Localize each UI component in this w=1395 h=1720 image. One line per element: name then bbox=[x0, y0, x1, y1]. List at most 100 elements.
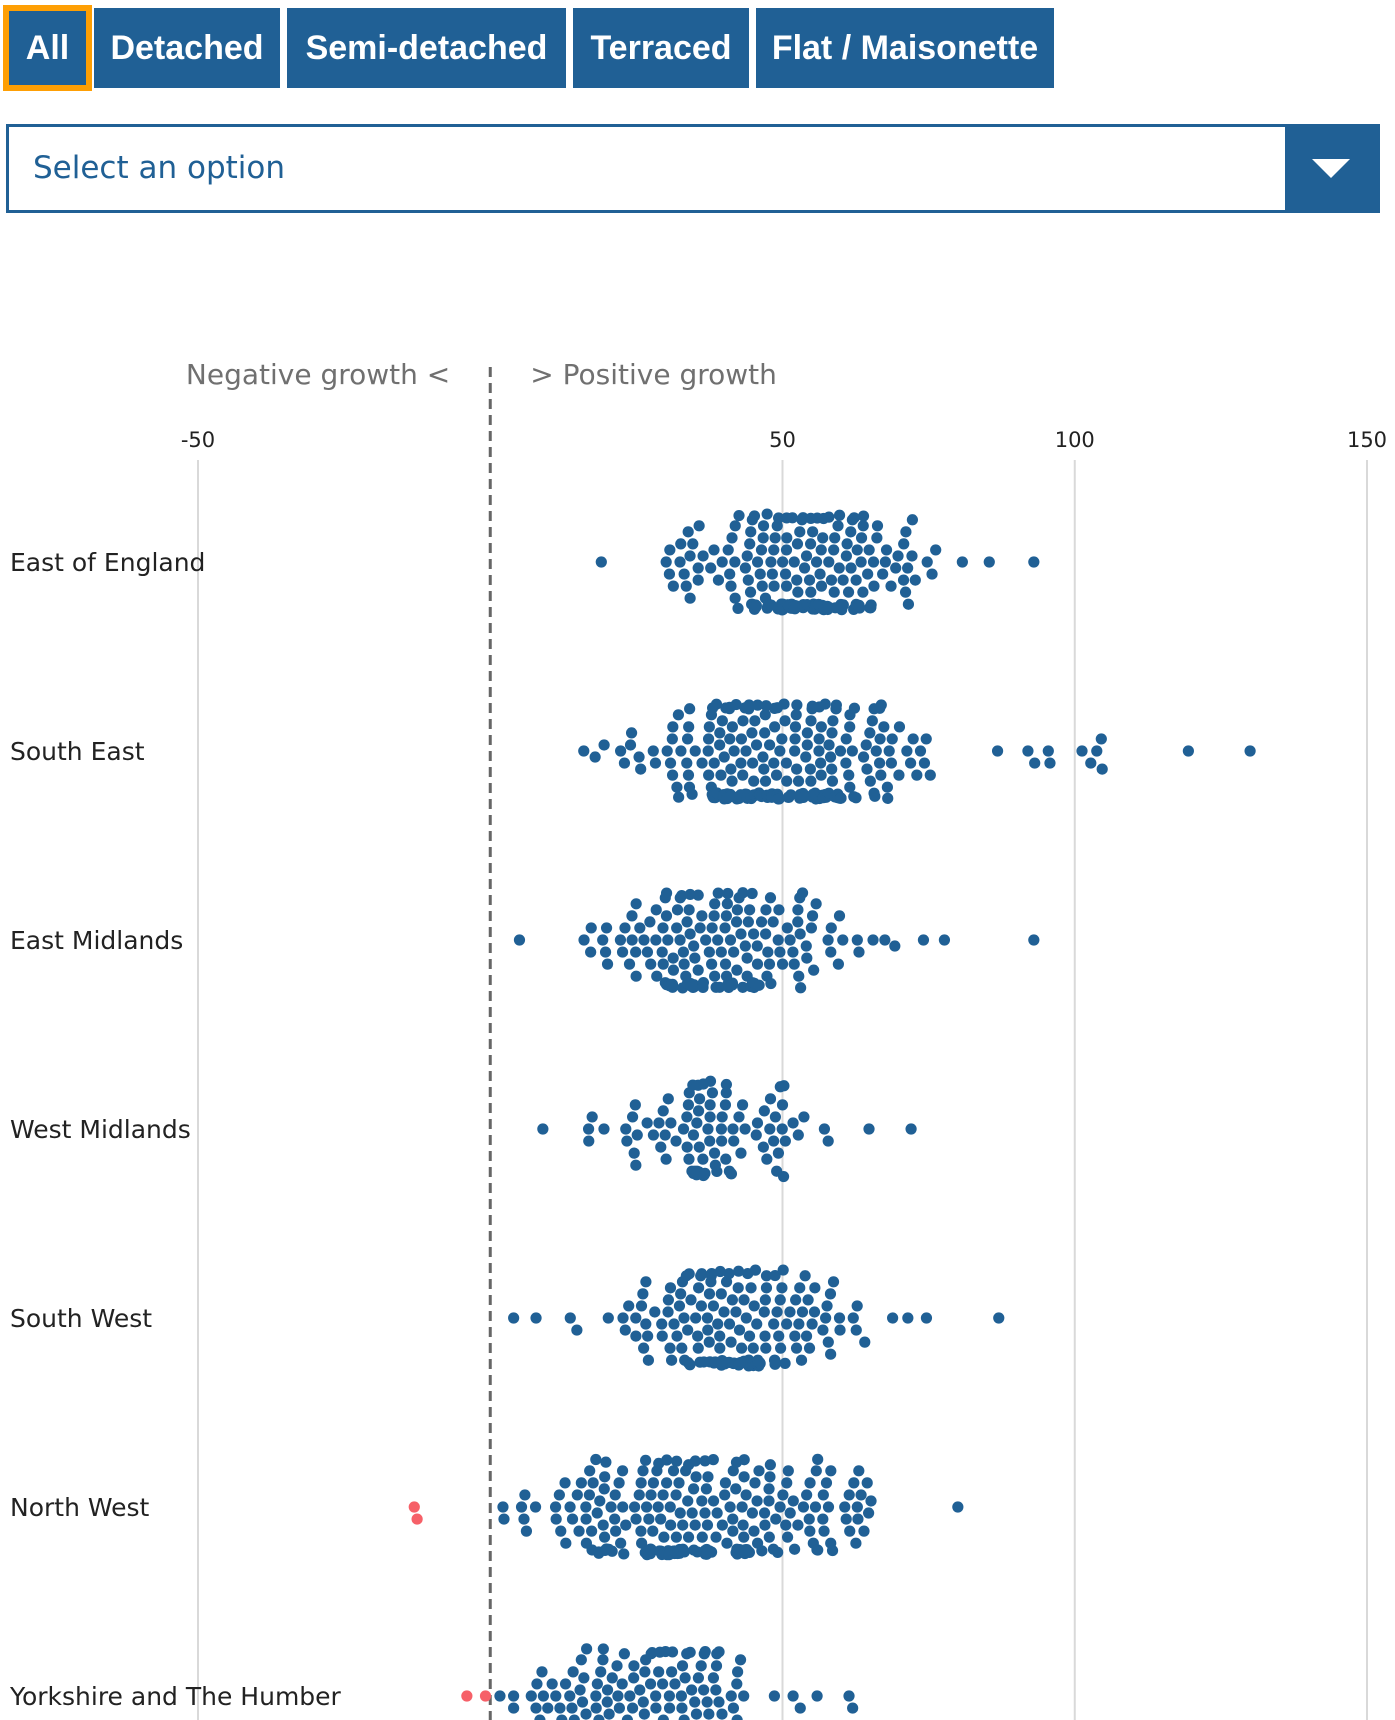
tab-detached[interactable]: Detached bbox=[94, 8, 280, 88]
data-point bbox=[789, 721, 802, 733]
tab-terraced[interactable]: Terraced bbox=[573, 8, 749, 88]
chevron-down-icon bbox=[1312, 159, 1350, 178]
tab-flat-maisonette[interactable]: Flat / Maisonette bbox=[756, 8, 1054, 88]
data-point bbox=[829, 532, 841, 544]
data-point bbox=[778, 698, 790, 710]
data-point bbox=[764, 1123, 776, 1135]
x-axis-ticks: -50 50 100 150 bbox=[181, 428, 1387, 452]
data-point bbox=[857, 586, 869, 598]
data-point bbox=[612, 1690, 624, 1702]
data-point bbox=[898, 538, 910, 550]
data-point bbox=[834, 1324, 846, 1336]
data-point bbox=[664, 544, 676, 556]
data-point bbox=[750, 600, 762, 612]
data-point bbox=[556, 1714, 568, 1720]
tab-semi-detached[interactable]: Semi-detached bbox=[287, 8, 566, 88]
data-point bbox=[684, 928, 696, 940]
data-point bbox=[707, 1672, 720, 1684]
data-point bbox=[758, 1105, 770, 1117]
data-point bbox=[753, 1465, 765, 1477]
data-point bbox=[637, 1465, 649, 1477]
data-point bbox=[657, 1105, 669, 1117]
data-point bbox=[749, 715, 761, 727]
data-point bbox=[867, 556, 880, 568]
data-point bbox=[858, 1525, 870, 1537]
data-point bbox=[580, 1501, 592, 1513]
data-point bbox=[791, 699, 803, 711]
data-point bbox=[768, 544, 780, 556]
data-point bbox=[765, 977, 777, 990]
data-point bbox=[892, 550, 904, 562]
data-point bbox=[682, 526, 694, 538]
data-point bbox=[683, 904, 695, 916]
data-point bbox=[714, 739, 726, 751]
data-point bbox=[709, 898, 721, 910]
data-point bbox=[700, 1483, 712, 1495]
select-toggle-button[interactable] bbox=[1285, 127, 1377, 210]
data-point bbox=[721, 898, 733, 910]
data-point bbox=[788, 1543, 801, 1555]
data-point bbox=[619, 1324, 631, 1336]
data-point bbox=[683, 721, 695, 733]
data-point bbox=[956, 556, 968, 568]
data-point bbox=[768, 580, 780, 592]
data-point bbox=[718, 751, 730, 763]
data-point bbox=[870, 745, 882, 757]
data-point bbox=[744, 586, 757, 598]
data-point bbox=[684, 550, 696, 562]
data-point bbox=[758, 763, 770, 775]
data-point bbox=[781, 532, 793, 544]
data-point bbox=[530, 1702, 542, 1714]
data-point bbox=[844, 721, 856, 733]
data-point bbox=[626, 910, 638, 922]
data-point bbox=[716, 1111, 728, 1123]
data-point bbox=[790, 1342, 803, 1354]
data-point bbox=[610, 1525, 622, 1537]
negative-growth-label: Negative growth < bbox=[186, 358, 450, 391]
data-point bbox=[716, 715, 728, 727]
area-select[interactable]: Select an option bbox=[6, 124, 1380, 213]
data-point bbox=[689, 1519, 701, 1531]
data-point bbox=[683, 1268, 695, 1280]
data-point bbox=[663, 568, 676, 580]
data-point bbox=[907, 733, 919, 745]
data-point bbox=[656, 946, 668, 958]
data-point bbox=[761, 508, 773, 520]
data-point bbox=[515, 1501, 528, 1513]
data-point bbox=[813, 745, 825, 757]
data-point bbox=[738, 1531, 750, 1543]
data-point bbox=[726, 775, 738, 787]
data-point bbox=[576, 1696, 589, 1708]
data-point bbox=[851, 1300, 863, 1312]
data-point bbox=[684, 1359, 696, 1371]
data-point bbox=[638, 934, 650, 946]
data-point bbox=[817, 532, 829, 544]
data-point bbox=[564, 1501, 576, 1513]
data-point bbox=[863, 1507, 875, 1519]
data-point bbox=[776, 1282, 788, 1294]
tab-all[interactable]: All bbox=[3, 5, 92, 91]
data-point bbox=[768, 1690, 780, 1702]
data-point bbox=[697, 550, 709, 562]
data-point bbox=[671, 904, 684, 916]
data-point bbox=[590, 1453, 602, 1466]
data-point bbox=[653, 1666, 665, 1678]
data-point bbox=[789, 1330, 801, 1342]
data-point bbox=[827, 715, 839, 727]
data-point bbox=[728, 745, 740, 757]
data-point bbox=[706, 922, 718, 934]
data-point bbox=[772, 1546, 784, 1558]
data-point bbox=[851, 1501, 863, 1513]
data-point bbox=[675, 538, 687, 550]
data-point bbox=[644, 1678, 657, 1690]
data-point bbox=[662, 1306, 674, 1318]
data-point bbox=[795, 1354, 808, 1366]
data-point bbox=[630, 1513, 642, 1525]
data-point bbox=[822, 1501, 835, 1513]
data-point bbox=[930, 544, 942, 556]
data-point bbox=[780, 1519, 792, 1531]
data-point bbox=[835, 792, 847, 804]
data-point bbox=[678, 958, 690, 970]
data-point bbox=[736, 1501, 748, 1513]
data-point bbox=[911, 769, 923, 781]
